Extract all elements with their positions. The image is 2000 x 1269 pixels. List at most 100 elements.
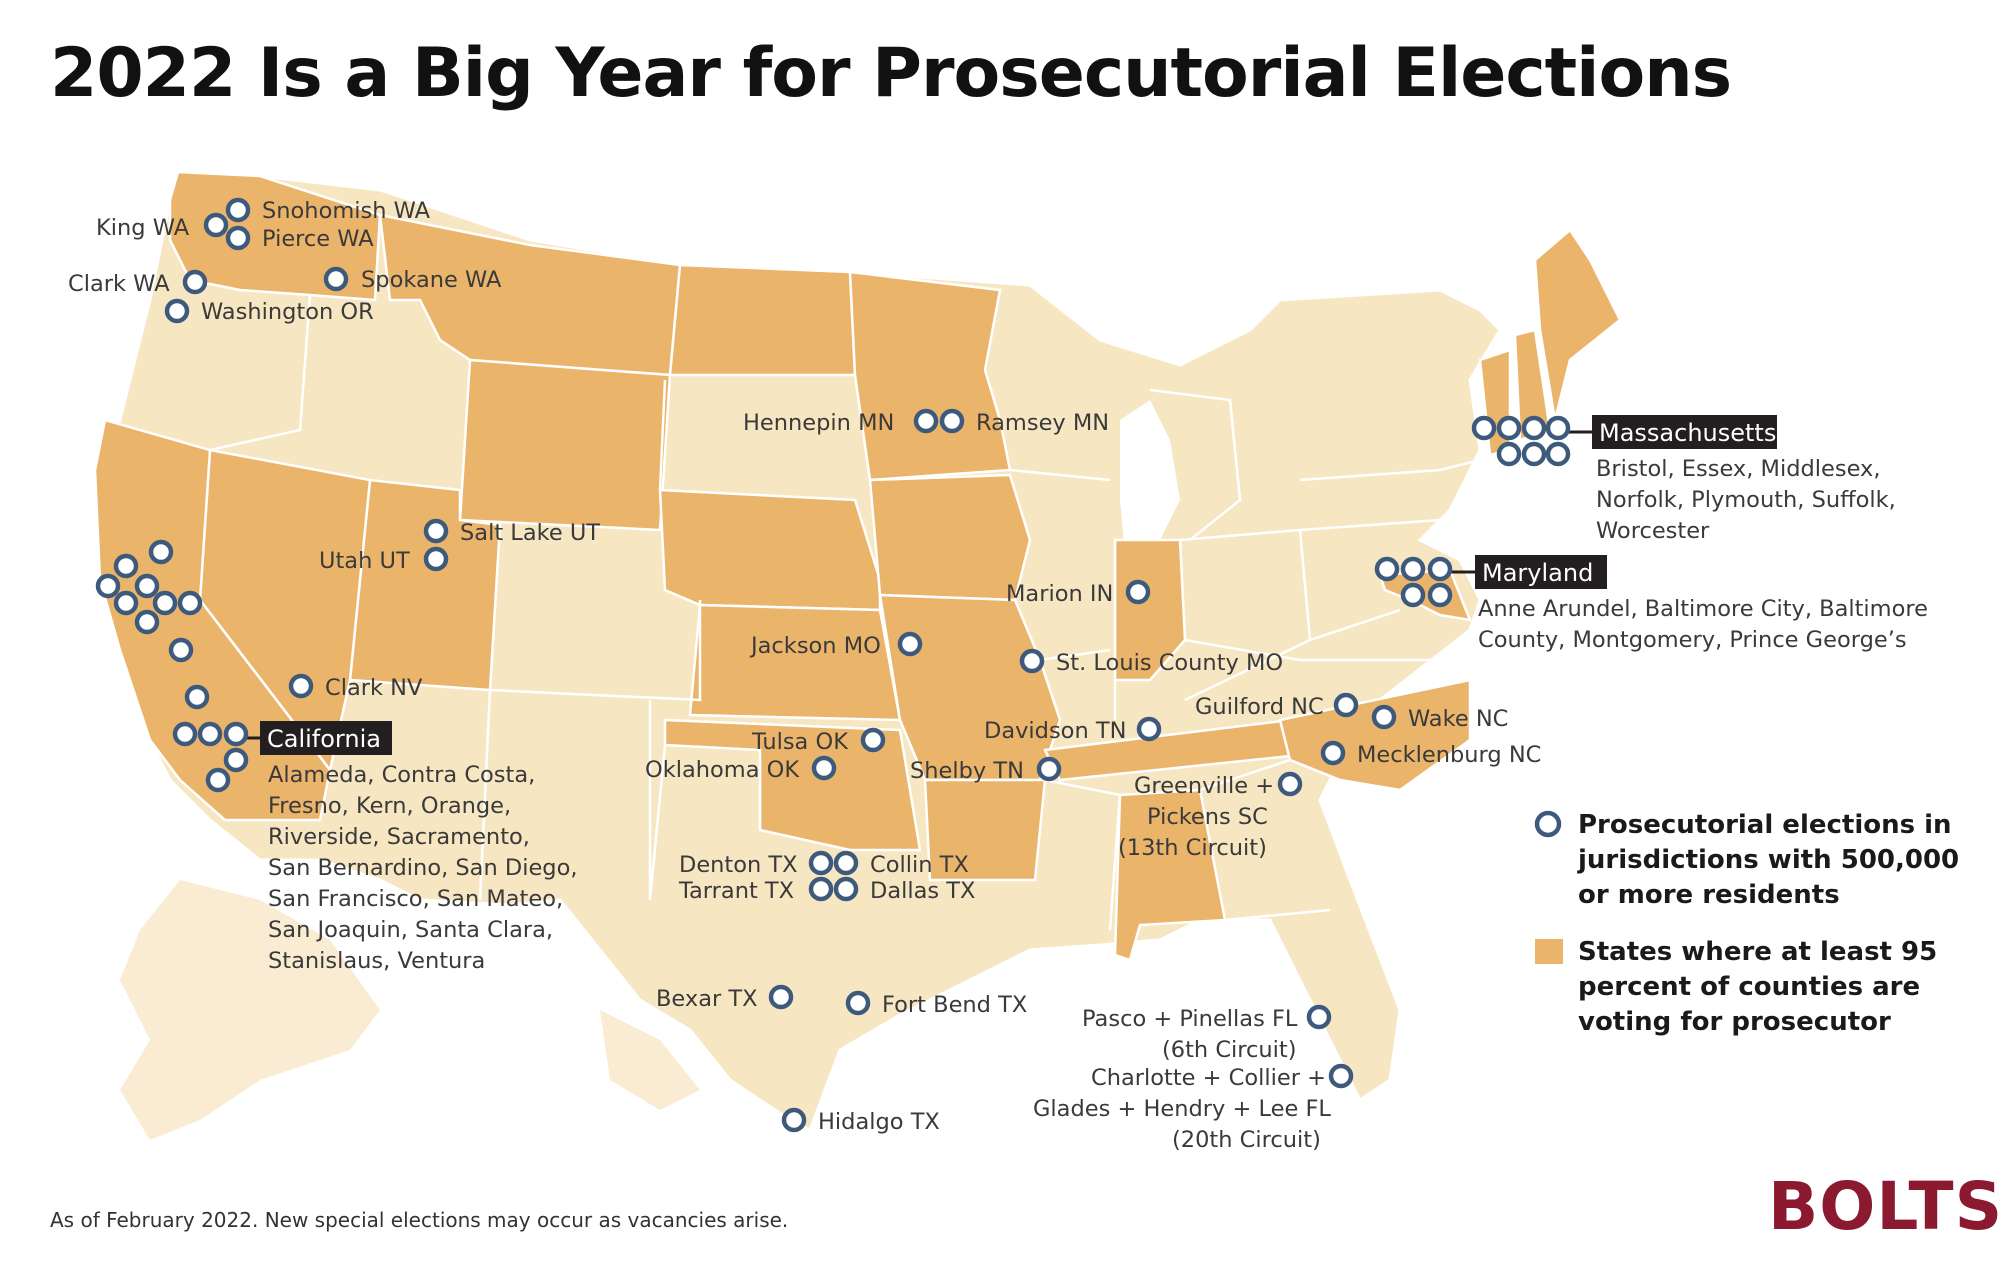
ma-counties-3: Worcester bbox=[1596, 518, 1710, 544]
marker-ca-7[interactable] bbox=[177, 590, 203, 616]
markers bbox=[95, 197, 1571, 1133]
marker-pierce[interactable] bbox=[225, 225, 251, 251]
marker-ca-8[interactable] bbox=[134, 609, 160, 635]
marker-ca-11[interactable] bbox=[172, 721, 198, 747]
marker-ma-6[interactable] bbox=[1521, 441, 1547, 467]
marker-charlotte[interactable] bbox=[1328, 1063, 1354, 1089]
marker-clark-wa[interactable] bbox=[182, 269, 208, 295]
marker-guilford[interactable] bbox=[1333, 692, 1359, 718]
bolts-logo[interactable]: BOLTS bbox=[1768, 1168, 2000, 1245]
marker-wake[interactable] bbox=[1371, 704, 1397, 730]
marker-ca-10[interactable] bbox=[184, 684, 210, 710]
marker-tulsa[interactable] bbox=[860, 727, 886, 753]
marker-md-2[interactable] bbox=[1400, 556, 1426, 582]
state-california bbox=[93, 418, 332, 822]
marker-hennepin[interactable] bbox=[913, 408, 939, 434]
ca-counties-1: Alameda, Contra Costa, bbox=[268, 762, 535, 788]
label-pasco-2: (6th Circuit) bbox=[1162, 1037, 1297, 1063]
marker-ca-6[interactable] bbox=[152, 590, 178, 616]
marker-pasco[interactable] bbox=[1306, 1004, 1332, 1030]
marker-utah[interactable] bbox=[423, 546, 449, 572]
marker-clark-nv[interactable] bbox=[288, 673, 314, 699]
tag-maryland: Maryland bbox=[1482, 559, 1593, 587]
marker-ca-5[interactable] bbox=[113, 590, 139, 616]
group-massachusetts: Massachusetts Bristol, Essex, Middlesex,… bbox=[1592, 415, 1896, 544]
marker-st-louis[interactable] bbox=[1019, 648, 1045, 674]
marker-collin[interactable] bbox=[833, 850, 859, 876]
state-borders bbox=[209, 294, 1481, 931]
marker-ma-7[interactable] bbox=[1545, 441, 1571, 467]
marker-shelby[interactable] bbox=[1036, 756, 1062, 782]
md-counties-1: Anne Arundel, Baltimore City, Baltimore bbox=[1478, 596, 1928, 622]
state-nebraska bbox=[658, 488, 882, 612]
border-georgia-sc bbox=[1199, 758, 1341, 922]
marker-king[interactable] bbox=[203, 212, 229, 238]
marker-fort-bend[interactable] bbox=[845, 990, 871, 1016]
legend-swatch-line-2: percent of counties are bbox=[1578, 972, 1920, 1002]
label-spokane: Spokane WA bbox=[361, 267, 502, 293]
marker-ca-1[interactable] bbox=[148, 539, 174, 565]
label-dallas: Dallas TX bbox=[870, 878, 975, 904]
marker-md-3[interactable] bbox=[1427, 556, 1453, 582]
marker-denton[interactable] bbox=[808, 850, 834, 876]
marker-md-1[interactable] bbox=[1374, 556, 1400, 582]
marker-salt-lake[interactable] bbox=[423, 518, 449, 544]
label-utah: Utah UT bbox=[319, 548, 410, 574]
tag-california: California bbox=[267, 725, 381, 753]
legend-marker-line-3: or more residents bbox=[1578, 880, 1840, 910]
border-michigan bbox=[1149, 388, 1242, 541]
marker-ca-4[interactable] bbox=[134, 573, 160, 599]
label-tulsa: Tulsa OK bbox=[751, 729, 849, 755]
legend-marker-line-2: jurisdictions with 500,000 bbox=[1577, 845, 1959, 875]
marker-marion[interactable] bbox=[1125, 579, 1151, 605]
marker-spokane[interactable] bbox=[323, 266, 349, 292]
marker-snohomish[interactable] bbox=[225, 197, 251, 223]
ca-counties-2: Fresno, Kern, Orange, bbox=[268, 793, 511, 819]
label-clark-wa: Clark WA bbox=[68, 271, 170, 297]
state-north-dakota bbox=[668, 263, 857, 377]
footnote: As of February 2022. New special electio… bbox=[50, 1208, 789, 1232]
state-minnesota bbox=[848, 270, 1012, 482]
marker-hidalgo[interactable] bbox=[781, 1107, 807, 1133]
label-marion: Marion IN bbox=[1006, 581, 1113, 607]
state-oklahoma bbox=[663, 718, 922, 852]
marker-md-4[interactable] bbox=[1400, 582, 1426, 608]
group-maryland: Maryland Anne Arundel, Baltimore City, B… bbox=[1475, 555, 1928, 653]
marker-ma-4[interactable] bbox=[1545, 415, 1571, 441]
border-idaho-oregon bbox=[209, 294, 312, 452]
marker-davidson[interactable] bbox=[1136, 716, 1162, 742]
label-wake: Wake NC bbox=[1408, 706, 1508, 732]
tag-massachusetts: Massachusetts bbox=[1599, 419, 1776, 447]
marker-ma-5[interactable] bbox=[1496, 441, 1522, 467]
marker-dallas[interactable] bbox=[833, 876, 859, 902]
marker-ca-9[interactable] bbox=[168, 637, 194, 663]
border-new-mexico bbox=[478, 689, 652, 901]
label-hidalgo: Hidalgo TX bbox=[818, 1109, 940, 1135]
marker-jackson[interactable] bbox=[897, 631, 923, 657]
marker-ramsey[interactable] bbox=[939, 408, 965, 434]
state-washington bbox=[168, 170, 382, 302]
border-texas bbox=[648, 744, 762, 901]
marker-ma-3[interactable] bbox=[1521, 415, 1547, 441]
ca-counties-5: San Francisco, San Mateo, bbox=[268, 886, 563, 912]
marker-ca-3[interactable] bbox=[95, 573, 121, 599]
marker-ma-1[interactable] bbox=[1471, 415, 1497, 441]
label-bexar: Bexar TX bbox=[656, 986, 758, 1012]
border-mississippi bbox=[1044, 778, 1122, 931]
marker-ma-2[interactable] bbox=[1496, 415, 1522, 441]
marker-ca-2[interactable] bbox=[113, 553, 139, 579]
marker-tarrant[interactable] bbox=[808, 876, 834, 902]
marker-ca-14[interactable] bbox=[223, 747, 249, 773]
group-california: California Alameda, Contra Costa, Fresno… bbox=[260, 721, 578, 974]
ca-counties-7: Stanislaus, Ventura bbox=[268, 948, 485, 974]
marker-washington-or[interactable] bbox=[164, 298, 190, 324]
marker-greenville[interactable] bbox=[1277, 771, 1303, 797]
marker-bexar[interactable] bbox=[768, 984, 794, 1010]
label-oklahoma: Oklahoma OK bbox=[645, 757, 800, 783]
marker-ca-13[interactable] bbox=[223, 721, 249, 747]
marker-oklahoma[interactable] bbox=[811, 755, 837, 781]
marker-ca-15[interactable] bbox=[205, 767, 231, 793]
marker-mecklenburg[interactable] bbox=[1320, 740, 1346, 766]
marker-ca-12[interactable] bbox=[197, 721, 223, 747]
marker-md-5[interactable] bbox=[1427, 582, 1453, 608]
